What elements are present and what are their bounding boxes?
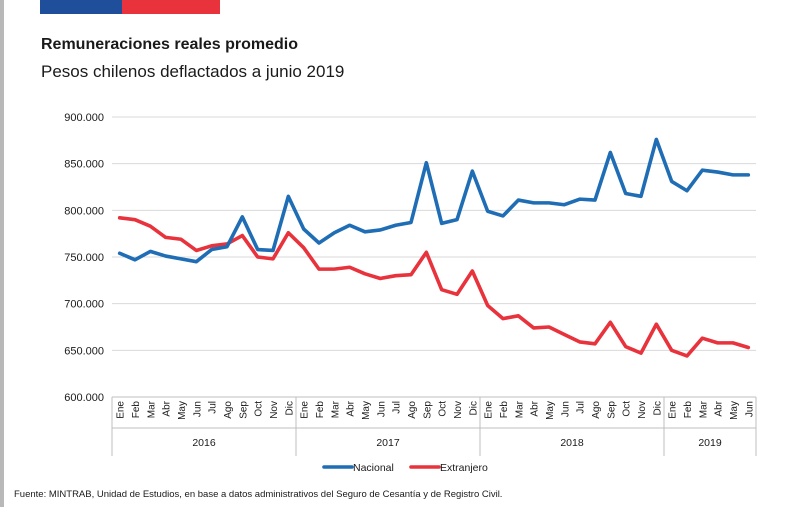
x-tick-label: Nov <box>269 401 280 419</box>
x-tick-label: Abr <box>530 400 541 416</box>
x-tick-label: May <box>545 401 556 420</box>
x-tick-label: Jul <box>576 401 587 414</box>
y-axis: 600.000 650.000 700.000 750.000 800.000 850.0… <box>64 112 104 404</box>
x-tick-label: May <box>729 401 740 420</box>
x-tick-label: Mar <box>514 400 525 418</box>
x-tick-label: Nov <box>637 401 648 419</box>
y-tick-label: 650.000 <box>64 345 104 357</box>
x-tick-label: Jun <box>192 401 203 417</box>
x-tick-label: Ago <box>223 401 234 419</box>
x-tick-label: Jun <box>744 401 755 417</box>
header-band-red <box>122 0 220 14</box>
x-tick-label: Mar <box>698 400 709 418</box>
x-tick-label: Sep <box>238 401 249 419</box>
x-tick-label: Feb <box>499 401 510 419</box>
x-tick-label: Ene <box>116 401 127 419</box>
y-tick-label: 850.000 <box>64 159 104 171</box>
x-tick-label: Abr <box>162 400 173 416</box>
x-tick-label: Sep <box>606 401 617 419</box>
x-tick-label: Oct <box>622 401 633 417</box>
gridlines <box>112 116 756 398</box>
x-tick-label: Ago <box>591 401 602 419</box>
x-tick-label: Jun <box>560 401 571 417</box>
x-tick-label: Dic <box>284 401 295 415</box>
x-tick-label: May <box>361 401 372 420</box>
x-tick-label: Ene <box>484 401 495 419</box>
source-note: Fuente: MINTRAB, Unidad de Estudios, en … <box>14 489 503 500</box>
x-tick-label: Ago <box>407 401 418 419</box>
x-tick-label: Oct <box>254 401 265 417</box>
x-tick-label: May <box>177 401 188 420</box>
year-label: 2018 <box>560 437 584 449</box>
x-tick-label: Oct <box>438 401 449 417</box>
x-tick-label: Feb <box>683 401 694 419</box>
x-tick-label: Feb <box>131 401 142 419</box>
x-tick-label: Abr <box>346 400 357 416</box>
x-tick-label: Abr <box>714 400 725 416</box>
series-lines <box>117 137 751 358</box>
x-axis: Ene Feb Mar Abr May Jun Jul Ago Sep Oct Nov Dic Ene F… <box>111 396 757 456</box>
y-tick-label: 800.000 <box>64 205 104 217</box>
x-tick-label: Mar <box>330 400 341 418</box>
y-tick-label: 750.000 <box>64 252 104 264</box>
x-tick-label: Jul <box>392 401 403 414</box>
x-tick-label: Ene <box>668 401 679 419</box>
x-tick-label: Dic <box>652 401 663 415</box>
x-tick-label: Feb <box>315 401 326 419</box>
x-tick-label: Dic <box>468 401 479 415</box>
year-label: 2017 <box>376 437 400 449</box>
x-tick-label: Sep <box>422 401 433 419</box>
legend-label-nacional: Nacional <box>353 462 394 474</box>
x-tick-label: Mar <box>146 400 157 418</box>
x-tick-label: Nov <box>453 401 464 419</box>
legend: Nacional Extranjero <box>322 462 488 474</box>
year-label: 2019 <box>698 437 722 449</box>
x-tick-label: Ene <box>300 401 311 419</box>
series-line-nacional <box>117 137 751 264</box>
x-tick-label: Jun <box>376 401 387 417</box>
left-rule <box>0 0 4 507</box>
chart-subtitle: Pesos chilenos deflactados a junio 2019 <box>41 62 345 81</box>
y-tick-label: 700.000 <box>64 299 104 311</box>
year-label: 2016 <box>192 437 216 449</box>
header-band-blue <box>40 0 122 14</box>
y-tick-label: 600.000 <box>64 392 104 404</box>
x-tick-label: Jul <box>208 401 219 414</box>
legend-label-extranjero: Extranjero <box>440 462 488 474</box>
y-tick-label: 900.000 <box>64 112 104 124</box>
chart-title: Remuneraciones reales promedio <box>41 36 298 53</box>
series-line-extranjero <box>117 216 751 358</box>
